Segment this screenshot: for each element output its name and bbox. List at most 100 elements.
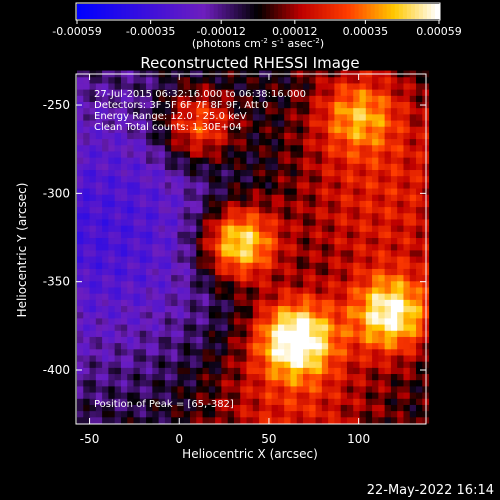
heatmap-cell [321,367,329,375]
heatmap-cell [89,354,97,362]
heatmap-cell [409,280,417,288]
heatmap-cell [227,212,235,220]
heatmap-cell [77,200,84,208]
heatmap-cell [346,113,354,121]
heatmap-cell [397,101,404,109]
heatmap-cell [346,385,354,393]
heatmap-cell [196,342,204,350]
heatmap-cell [321,317,329,325]
heatmap-cell [334,163,342,171]
heatmap-cell [409,218,417,226]
heatmap-cell [139,175,147,183]
heatmap-cell [164,367,172,375]
heatmap-cell [102,256,109,263]
heatmap-cell [152,218,160,226]
heatmap-cell [259,76,266,84]
heatmap-cell [372,336,379,344]
heatmap-cell [315,150,323,158]
colorbar-cell [177,4,183,19]
heatmap-cell [359,379,367,387]
heatmap-cell [290,120,298,127]
heatmap-cell [252,268,260,276]
heatmap-cell [127,416,135,424]
heatmap-cell [215,324,222,331]
heatmap-cell [77,348,84,356]
heatmap-cell [246,299,254,307]
heatmap-cell [215,212,222,220]
heatmap-cell [271,138,279,146]
heatmap-cell [221,293,229,300]
heatmap-cell [284,379,291,387]
heatmap-cell [271,212,279,220]
heatmap-cell [309,416,317,424]
heatmap-cell [359,95,367,102]
heatmap-cell [384,305,392,313]
colorbar-cell [294,4,299,19]
heatmap-cell [334,385,342,393]
heatmap-cell [246,138,254,146]
heatmap-cell [303,330,310,337]
heatmap-cell [158,299,166,307]
heatmap-cell [315,392,323,399]
heatmap-cell [277,249,285,257]
heatmap-cell [372,76,379,84]
heatmap-cell [359,274,367,282]
heatmap-cell [359,280,367,288]
heatmap-cell [290,305,298,313]
heatmap-cell [177,317,185,325]
heatmap-cell [177,398,185,405]
heatmap-cell [208,212,216,220]
heatmap-cell [284,280,291,288]
heatmap-cell [259,367,266,375]
heatmap-cell [158,293,166,300]
heatmap-cell [409,107,417,115]
heatmap-cell [296,336,304,344]
heatmap-cell [95,410,103,418]
heatmap-cell [372,194,379,201]
heatmap-cell [334,354,342,362]
x-axis-label: Heliocentric X (arcsec) [182,447,318,461]
heatmap-cell [284,113,291,121]
heatmap-cell [390,348,398,356]
heatmap-cell [303,225,310,232]
heatmap-cell [252,367,260,375]
heatmap-cell [384,398,392,405]
heatmap-cell [365,256,373,263]
heatmap-cell [190,404,197,412]
heatmap-cell [403,305,411,313]
heatmap-cell [346,416,354,424]
heatmap-cell [378,194,386,201]
heatmap-cell [95,138,103,146]
heatmap-cell [146,225,153,232]
heatmap-cell [403,373,411,381]
heatmap-cell [196,256,204,263]
heatmap-cell [303,348,310,356]
heatmap-cell [83,200,91,208]
heatmap-cell [83,138,91,146]
heatmap-cell [296,324,304,331]
heatmap-cell [334,200,342,208]
heatmap-cell [164,169,172,177]
heatmap-cell [390,330,398,337]
heatmap-cell [183,249,191,257]
heatmap-cell [372,262,379,269]
heatmap-cell [384,311,392,319]
heatmap-cell [171,317,178,325]
heatmap-cell [108,311,116,319]
heatmap-cell [108,188,116,195]
heatmap-cell [284,305,291,313]
heatmap-cell [215,385,222,393]
heatmap-cell [384,225,392,232]
heatmap-cell [133,280,141,288]
heatmap-cell [208,385,216,393]
heatmap-cell [397,299,404,307]
heatmap-cell [346,293,354,300]
heatmap-cell [353,157,361,164]
heatmap-cell [221,416,229,424]
heatmap-cell [240,132,248,140]
heatmap-cell [158,305,166,313]
heatmap-cell [127,293,135,300]
colorbar-cell [282,4,287,19]
heatmap-cell [296,299,304,307]
annotation-energy: Energy Range: 12.0 - 25.0 keV [94,111,247,122]
